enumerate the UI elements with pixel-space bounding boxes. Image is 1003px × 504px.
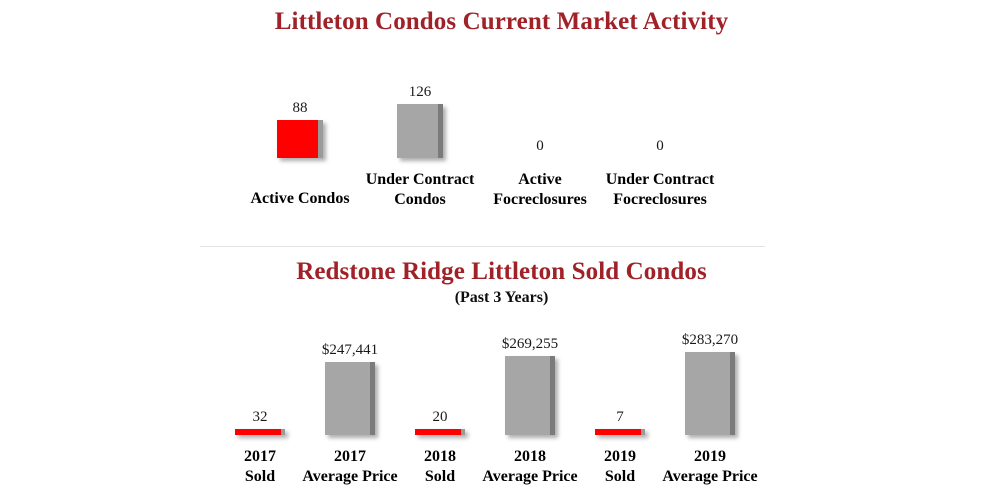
bar[interactable] xyxy=(415,429,465,435)
bar-value-label: 88 xyxy=(292,100,308,116)
bar-category-label: 2018 Average Price xyxy=(465,447,595,486)
bar-body-gray xyxy=(397,104,443,158)
bar-column: 32 2017 Sold xyxy=(215,325,305,500)
bar-value-label: $269,255 xyxy=(501,336,559,352)
bar-body-red xyxy=(277,120,323,158)
bar-body-red xyxy=(595,429,645,435)
category-label-line-2: Sold xyxy=(244,467,276,485)
bar[interactable] xyxy=(325,362,375,435)
category-label-line-2: Focreclosures xyxy=(493,190,587,208)
chart-1-title: Littleton Condos Current Market Activity xyxy=(274,8,729,35)
bar-column: 7 2019 Sold xyxy=(575,325,665,500)
bar-value-label: 126 xyxy=(408,84,432,100)
chart-2-title: Redstone Ridge Littleton Sold Condos xyxy=(296,258,707,285)
category-label-line-1: 2018 xyxy=(514,448,546,465)
category-label-line-2: Condos xyxy=(394,190,446,208)
bar-category-label: Under Contract Condos xyxy=(340,170,500,209)
bar-body-red xyxy=(235,429,285,435)
bar-value-label: 32 xyxy=(252,409,268,425)
bar-value-label: $283,270 xyxy=(681,332,739,348)
bar-category-label: 2019 Average Price xyxy=(645,447,775,486)
bar-body-gray xyxy=(685,352,735,435)
bar-column: 126 Under Contract Condos xyxy=(360,70,480,210)
section-divider xyxy=(200,246,765,247)
bar-category-label: Active Condos xyxy=(220,189,380,209)
bar-column: $269,255 2018 Average Price xyxy=(482,325,577,500)
category-label-line-2: Sold xyxy=(424,467,456,485)
bar-category-label: Active Focreclosures xyxy=(460,170,620,209)
category-label-line-1: Active xyxy=(518,171,562,188)
bar-category-label: 2018 Sold xyxy=(375,447,505,486)
bar[interactable] xyxy=(277,120,323,158)
bar-value-label: 0 xyxy=(536,138,544,154)
bar-body-gray xyxy=(325,362,375,435)
bar-category-label: 2017 Sold xyxy=(195,447,325,486)
category-label-line-1: 2018 xyxy=(424,448,456,465)
category-label-line-1: Under Contract xyxy=(365,171,475,188)
bar-column: 0 Under Contract Focreclosures xyxy=(600,70,720,210)
category-label-line-1: 2017 xyxy=(334,448,366,465)
bar-category-label: 2017 Average Price xyxy=(285,447,415,486)
bar-value-label: 7 xyxy=(616,409,624,425)
category-label-line-2: Focreclosures xyxy=(613,190,707,208)
bar-category-label: 2019 Sold xyxy=(555,447,685,486)
bar[interactable] xyxy=(685,352,735,435)
bar[interactable] xyxy=(235,429,285,435)
bar-category-label: Under Contract Focreclosures xyxy=(580,170,740,209)
bar-column: 88 Active Condos xyxy=(240,70,360,210)
category-label-line-2: Average Price xyxy=(302,467,398,485)
bar-column: 20 2018 Sold xyxy=(395,325,485,500)
category-label-line-2: Sold xyxy=(604,467,636,485)
bar-value-label: 0 xyxy=(656,138,664,154)
bar-value-label: 20 xyxy=(432,409,448,425)
bar-value-label: $247,441 xyxy=(321,342,379,358)
chart-1-plot: 88 Active Condos 126 Under Contract Condos 0 A… xyxy=(240,70,720,210)
bar[interactable] xyxy=(505,356,555,435)
category-label-line-1: Under Contract xyxy=(605,171,715,188)
bar-body-gray xyxy=(505,356,555,435)
category-label-line-1: 2019 xyxy=(604,448,636,465)
category-label-line-1: 2019 xyxy=(694,448,726,465)
bar-body-red xyxy=(415,429,465,435)
category-label-line-2: Average Price xyxy=(662,467,758,485)
category-label-line-1: Active Condos xyxy=(250,190,350,207)
bar-column: $247,441 2017 Average Price xyxy=(302,325,397,500)
chart-2-subtitle: (Past 3 Years) xyxy=(454,289,549,306)
bar[interactable] xyxy=(595,429,645,435)
category-label-line-2: Average Price xyxy=(482,467,578,485)
category-label-line-1: 2017 xyxy=(244,448,276,465)
bar-column: 0 Active Focreclosures xyxy=(480,70,600,210)
bar-column: $283,270 2019 Average Price xyxy=(662,325,757,500)
bar[interactable] xyxy=(397,104,443,158)
chart-2-plot: 32 2017 Sold $247,441 2017 Average Price 20 201… xyxy=(215,325,758,500)
